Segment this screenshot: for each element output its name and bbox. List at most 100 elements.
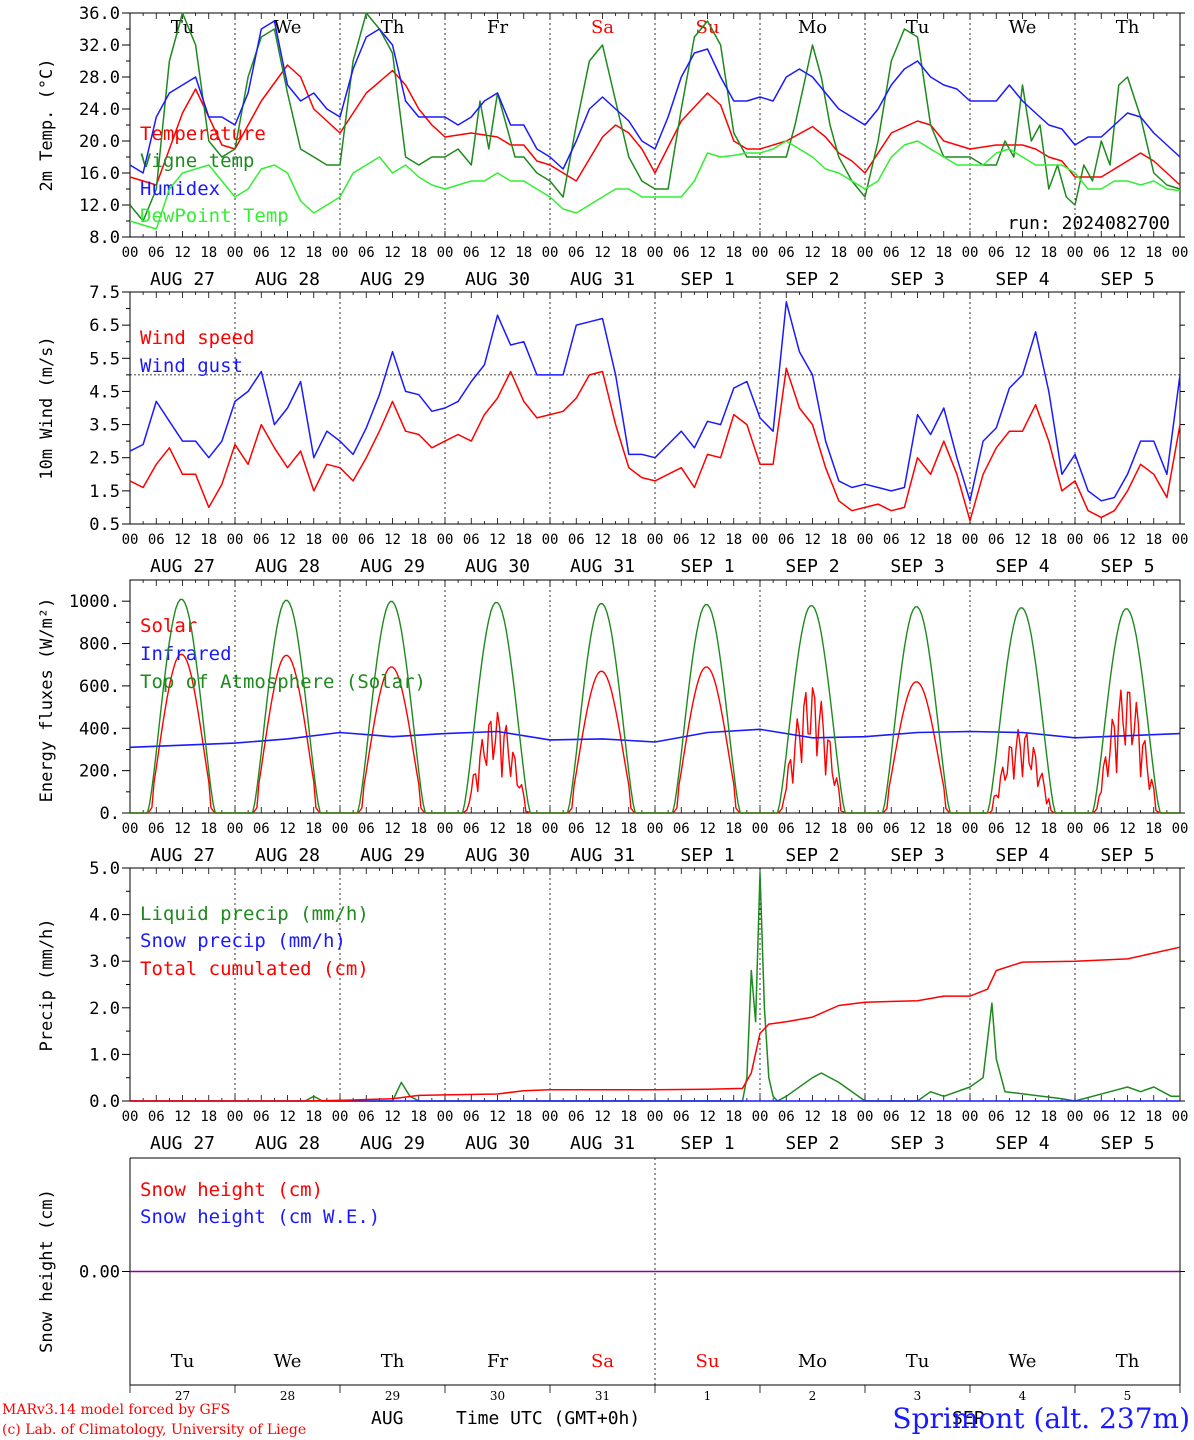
panel-5-ytick-label: 0.00: [79, 1263, 120, 1283]
panel-3-hour-label: 06: [778, 821, 795, 837]
panel-1-hour-label: 18: [725, 245, 742, 261]
weekday-label-top: We: [274, 17, 302, 38]
panel-2-hour-label: 00: [1172, 532, 1189, 548]
panel-3-hour-label: 06: [673, 821, 690, 837]
panel-2-hour-label: 12: [909, 532, 926, 548]
panel-4-date-label: AUG 30: [465, 1133, 530, 1154]
weekday-label-bottom: Th: [381, 1351, 405, 1372]
panel-3-date-label: SEP 5: [1100, 845, 1154, 866]
panel-2-hour-label: 18: [830, 532, 847, 548]
panel-4-hour-label: 06: [358, 1109, 375, 1125]
panel-3-hour-label: 12: [699, 821, 716, 837]
panel-4-hour-label: 00: [1067, 1109, 1084, 1125]
panel-2-date-label: SEP 3: [890, 556, 944, 577]
panel-1-date-label: AUG 28: [255, 269, 320, 290]
panel-1-ytick-label: 12.0: [79, 196, 120, 216]
panel-2-ytick-label: 6.5: [89, 316, 120, 336]
panel-4-hour-label: 18: [725, 1109, 742, 1125]
panel-1-date-label: AUG 31: [570, 269, 635, 290]
weekday-label-bottom: Mo: [798, 1351, 827, 1372]
panel-1-series-temperature-legend: Temperature: [140, 123, 266, 145]
panel-4-hour-label: 18: [1145, 1109, 1162, 1125]
panel-2-series-wind-gust-legend: Wind gust: [140, 355, 243, 377]
panel-4-hour-label: 18: [515, 1109, 532, 1125]
panel-4-hour-label: 18: [830, 1109, 847, 1125]
panel-3-hour-label: 12: [909, 821, 926, 837]
panel-1-hour-label: 06: [148, 245, 165, 261]
panel-4-hour-label: 18: [1040, 1109, 1057, 1125]
panel-1-hour-label: 18: [830, 245, 847, 261]
panel-4-hour-label: 06: [778, 1109, 795, 1125]
day-number-label: 30: [490, 1389, 505, 1403]
panel-1-hour-label: 18: [1040, 245, 1057, 261]
panel-1-date-label: SEP 4: [995, 269, 1049, 290]
panel-3-date-label: AUG 27: [150, 845, 215, 866]
day-number-label: 5: [1124, 1389, 1132, 1403]
panel-2-ytick-label: 0.5: [89, 515, 120, 535]
panel-2-series-wind-speed: [129, 367, 1181, 522]
panel-3-hour-label: 18: [515, 821, 532, 837]
panel-4-series-total-cumulated-cm: [130, 946, 1181, 1102]
panel-2-hour-label: 00: [122, 532, 139, 548]
weekday-label-bottom: Tu: [906, 1351, 930, 1372]
panel-1-hour-label: 18: [410, 245, 427, 261]
panel-4-hour-label: 12: [594, 1109, 611, 1125]
panel-2-ylabel: 10m Wind (m/s): [37, 336, 57, 479]
panel-2-hour-label: 06: [463, 532, 480, 548]
panel-4-hour-label: 12: [699, 1109, 716, 1125]
panel-4-series-total-cumulated-cm-legend: Total cumulated (cm): [140, 958, 369, 980]
panel-1-ytick-label: 20.0: [79, 132, 120, 152]
panel-4-hour-label: 12: [804, 1109, 821, 1125]
panel-3-hour-label: 18: [620, 821, 637, 837]
panel-3-ytick-label: 1000.: [69, 592, 120, 612]
weekday-label-top: Th: [1116, 17, 1140, 38]
panel-2-hour-label: 06: [883, 532, 900, 548]
panel-3-date-label: SEP 4: [995, 845, 1049, 866]
panel-1-hour-label: 06: [568, 245, 585, 261]
panel-2-hour-label: 12: [804, 532, 821, 548]
panel-1-hour-label: 00: [437, 245, 454, 261]
panel-5-series-snow-height-cm-w-e-legend: Snow height (cm W.E.): [140, 1206, 380, 1228]
panel-1-series-dewpoint-temp: [129, 140, 1181, 230]
credit-line-2: (c) Lab. of Climatology, University of L…: [2, 1422, 306, 1438]
panel-2-series-wind-gust: [129, 301, 1181, 502]
panel-1-hour-label: 00: [752, 245, 769, 261]
panel-4-hour-label: 00: [227, 1109, 244, 1125]
panel-1-hour-label: 00: [962, 245, 979, 261]
panel-3-hour-label: 18: [935, 821, 952, 837]
panel-1-hour-label: 06: [358, 245, 375, 261]
panel-3-date-label: AUG 28: [255, 845, 320, 866]
panel-2-hour-label: 18: [620, 532, 637, 548]
panel-1-hour-label: 18: [620, 245, 637, 261]
panel-1-hour-label: 06: [1093, 245, 1110, 261]
panel-2-date-label: AUG 30: [465, 556, 530, 577]
panel-3-series-solar-legend: Solar: [140, 615, 197, 637]
panel-3-hour-label: 18: [1040, 821, 1057, 837]
weekday-label-top: Th: [381, 17, 405, 38]
panel-4-hour-label: 06: [883, 1109, 900, 1125]
day-number-label: 2: [809, 1389, 817, 1403]
panel-4-hour-label: 06: [148, 1109, 165, 1125]
panel-1-hour-label: 00: [647, 245, 664, 261]
weekday-label-top: We: [1009, 17, 1037, 38]
panel-3-hour-label: 00: [1067, 821, 1084, 837]
panel-4-hour-label: 06: [988, 1109, 1005, 1125]
panel-4-hour-label: 00: [437, 1109, 454, 1125]
station-name: Sprimont (alt. 237m): [892, 1402, 1190, 1435]
panel-3-hour-label: 06: [988, 821, 1005, 837]
panel-3-hour-label: 00: [437, 821, 454, 837]
panel-3-hour-label: 12: [279, 821, 296, 837]
panel-4-hour-label: 00: [647, 1109, 664, 1125]
panel-1-date-label: SEP 3: [890, 269, 944, 290]
panel-1-ytick-label: 28.0: [79, 68, 120, 88]
panel-1-ytick-label: 36.0: [79, 4, 120, 24]
panel-4-ytick-label: 1.0: [89, 1045, 120, 1065]
panel-1-ytick-label: 24.0: [79, 100, 120, 120]
panel-2-date-label: SEP 2: [785, 556, 839, 577]
panel-3-hour-label: 00: [542, 821, 559, 837]
panel-1-hour-label: 06: [883, 245, 900, 261]
panel-4-hour-label: 06: [1093, 1109, 1110, 1125]
panel-1-hour-label: 00: [332, 245, 349, 261]
weekday-label-top: Sa: [591, 17, 614, 38]
